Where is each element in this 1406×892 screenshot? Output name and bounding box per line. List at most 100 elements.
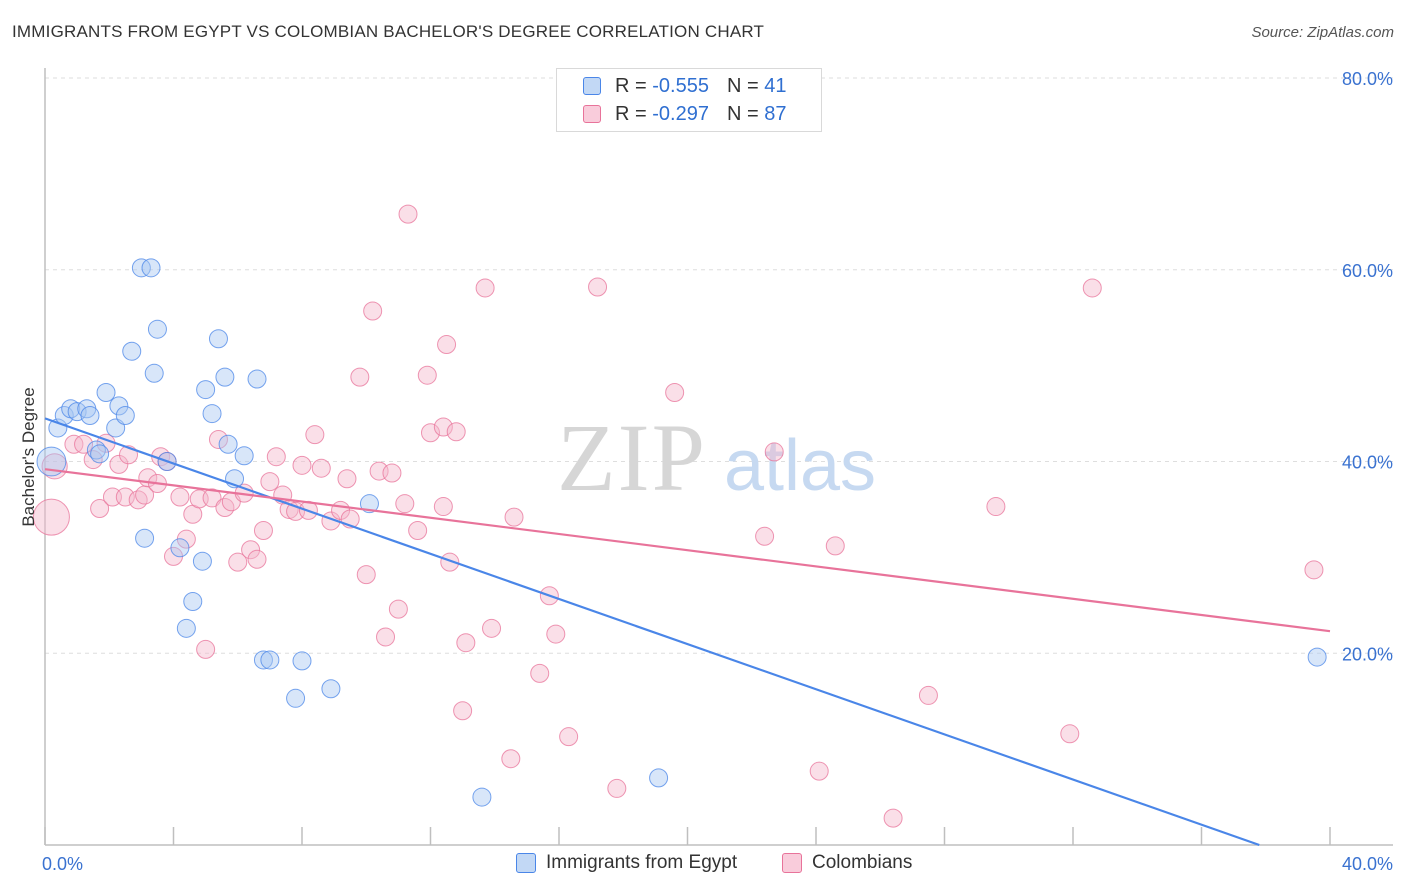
legend-row-colombians: R = -0.297 N = 87 xyxy=(583,99,786,129)
colombian-point xyxy=(433,497,453,517)
tick-labels: 20.0% 40.0% 60.0% 80.0% 0.0% 40.0% xyxy=(42,69,1393,874)
egypt-point xyxy=(86,440,106,460)
legend-swatch-colombians xyxy=(583,105,601,123)
egypt-point xyxy=(176,618,196,638)
colombian-point xyxy=(305,425,325,445)
colombian-point xyxy=(755,526,775,546)
colombian-point xyxy=(228,552,248,572)
colombian-point xyxy=(376,627,396,647)
colombian-point xyxy=(292,455,312,475)
egypt-point xyxy=(96,382,116,402)
legend-r-value-egypt: -0.555 xyxy=(652,74,709,97)
colombian-point xyxy=(170,487,190,507)
colombian-point xyxy=(196,639,216,659)
egypt-point xyxy=(208,329,228,349)
colombian-point xyxy=(395,494,415,514)
colombian-point xyxy=(109,454,129,474)
y-tick-label: 40.0% xyxy=(1342,453,1393,473)
egypt-point xyxy=(234,446,254,466)
colombian-trend-line xyxy=(44,468,1331,633)
colombian-point xyxy=(504,507,524,527)
colombian-point xyxy=(311,458,331,478)
colombian-point xyxy=(475,278,495,298)
colombian-point xyxy=(809,761,829,781)
egypt-point xyxy=(286,688,306,708)
colombian-point xyxy=(350,367,370,387)
legend-n-value-colombians: 87 xyxy=(764,102,787,125)
egypt-point xyxy=(218,434,238,454)
bottom-legend-egypt: Immigrants from Egypt xyxy=(516,852,737,874)
y-axis-label: Bachelor's Degree xyxy=(19,387,38,526)
egypt-point xyxy=(321,679,341,699)
colombian-point xyxy=(918,685,938,705)
x-tick-label: 40.0% xyxy=(1342,854,1393,874)
colombian-point xyxy=(64,434,84,454)
gridlines xyxy=(45,77,1393,654)
legend-n-value-egypt: 41 xyxy=(764,74,787,97)
colombian-point xyxy=(417,365,437,385)
egypt-point xyxy=(170,538,190,558)
legend-r-label: R = xyxy=(615,102,647,125)
bottom-legend-colombians: Colombians xyxy=(782,852,912,874)
bottom-legend-label-egypt: Immigrants from Egypt xyxy=(546,852,738,873)
legend-n-label: N = xyxy=(726,74,759,97)
colombian-point xyxy=(408,521,428,541)
egypt-point xyxy=(215,367,235,387)
egypt-point xyxy=(260,650,280,670)
egypt-point xyxy=(649,768,669,788)
egypt-point xyxy=(135,528,155,548)
colombian-point xyxy=(559,727,579,747)
egypt-point xyxy=(131,258,151,278)
colombian-point xyxy=(90,498,110,518)
colombian-point xyxy=(588,277,608,297)
colombian-point xyxy=(266,447,286,467)
colombian-point xyxy=(446,422,466,442)
colombian-point xyxy=(1304,560,1324,580)
colombian-point xyxy=(337,469,357,489)
colombian-point xyxy=(764,442,784,462)
colombian-point xyxy=(986,497,1006,517)
colombian-point xyxy=(363,301,383,321)
egypt-point xyxy=(359,494,379,514)
egypt-point xyxy=(1307,647,1327,667)
legend-n-label: N = xyxy=(726,102,759,125)
egypt-point xyxy=(247,369,267,389)
watermark-atlas: atlas xyxy=(724,426,876,506)
bottom-legend-label-colombians: Colombians xyxy=(812,852,913,873)
egypt-point xyxy=(141,258,161,278)
colombian-point xyxy=(356,565,376,585)
egypt-trend-line xyxy=(44,417,1260,847)
source-label: Source: ZipAtlas.com xyxy=(1251,24,1394,41)
trend-lines xyxy=(44,417,1331,847)
colombian-point xyxy=(530,663,550,683)
colombian-point xyxy=(74,434,94,454)
colombian-point xyxy=(607,778,627,798)
egypt-point xyxy=(144,363,164,383)
colombian-point xyxy=(1082,278,1102,298)
colombian-point xyxy=(32,498,70,536)
egypt-point xyxy=(80,405,100,425)
watermark-zip: ZIP xyxy=(557,404,707,511)
egypt-point xyxy=(115,405,135,425)
egypt-point xyxy=(90,444,110,464)
colombian-point xyxy=(1060,724,1080,744)
colombian-point xyxy=(382,463,402,483)
series-colombians xyxy=(32,204,1324,828)
colombian-point xyxy=(665,382,685,402)
series-egypt xyxy=(36,258,1327,807)
colombian-point xyxy=(501,749,521,769)
colombian-point xyxy=(883,808,903,828)
colombian-point xyxy=(260,472,280,492)
legend-swatch-egypt xyxy=(583,77,601,95)
colombian-point xyxy=(115,487,135,507)
colombian-point xyxy=(241,540,261,560)
colombian-point xyxy=(388,599,408,619)
y-tick-label: 60.0% xyxy=(1342,261,1393,281)
egypt-point xyxy=(202,404,222,424)
bottom-legend-swatch-egypt xyxy=(516,853,536,873)
colombian-point xyxy=(247,549,267,569)
egypt-point xyxy=(109,396,129,416)
colombian-point xyxy=(253,521,273,541)
colombian-point xyxy=(202,488,222,508)
